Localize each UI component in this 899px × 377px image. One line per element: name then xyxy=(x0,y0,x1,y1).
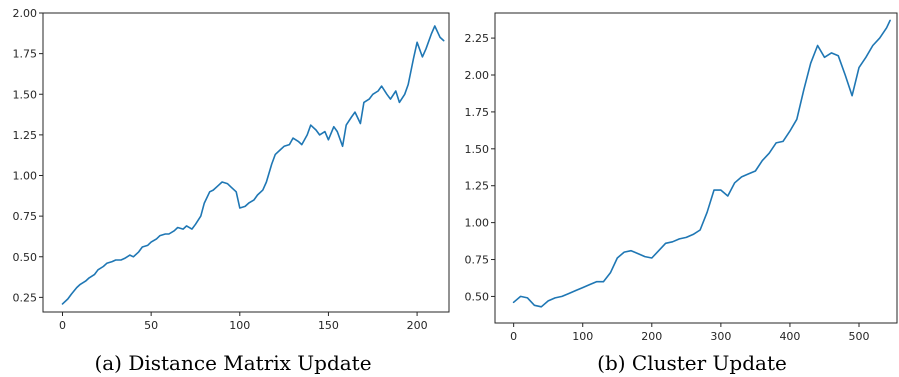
panel-cluster-update: 0 100 200 300 400 500 0.50 0.75 1.00 1.25 1.50 1.75… xyxy=(465,12,898,343)
distance-matrix-axes-frame xyxy=(42,12,450,313)
cluster-x-tick-label: 400 xyxy=(779,330,800,343)
distance-matrix-y-tick-label: 1.25 xyxy=(13,129,38,142)
distance-matrix-y-tick-label: 1.00 xyxy=(13,170,38,183)
distance-matrix-y-tick-label: 0.75 xyxy=(13,210,38,223)
cluster-series-line xyxy=(512,19,891,308)
panel-distance-matrix-update: 0 50 100 150 200 0.25 0.50 0.75 1.00 1.25 1.50 1.75… xyxy=(13,7,450,332)
cluster-y-tick-label: 2.25 xyxy=(465,32,490,45)
caption-cluster-update: (b) Cluster Update xyxy=(597,351,787,375)
cluster-y-tick-label: 0.50 xyxy=(465,290,490,303)
distance-matrix-x-tick-label: 100 xyxy=(229,319,250,332)
cluster-x-tick-label: 100 xyxy=(572,330,593,343)
cluster-y-tick-label: 0.75 xyxy=(465,254,490,267)
cluster-y-tick-label: 1.75 xyxy=(465,106,490,119)
distance-matrix-y-tick-label: 0.25 xyxy=(13,291,38,304)
caption-distance-matrix-update: (a) Distance Matrix Update xyxy=(94,351,371,375)
distance-matrix-x-tick-label: 0 xyxy=(59,319,66,332)
cluster-y-tick-label: 1.00 xyxy=(465,217,490,230)
distance-matrix-x-tick-label: 200 xyxy=(407,319,428,332)
distance-matrix-x-tick-label: 150 xyxy=(318,319,339,332)
cluster-x-tick-label: 200 xyxy=(641,330,662,343)
cluster-x-tick-label: 500 xyxy=(849,330,870,343)
cluster-y-tick-label: 1.50 xyxy=(465,143,490,156)
cluster-y-tick-label: 1.25 xyxy=(465,180,490,193)
cluster-x-tick-label: 300 xyxy=(710,330,731,343)
cluster-x-tick-label: 0 xyxy=(510,330,517,343)
cluster-y-tick-label: 2.00 xyxy=(465,69,490,82)
distance-matrix-y-tick-label: 0.50 xyxy=(13,251,38,264)
distance-matrix-series-line xyxy=(61,25,445,305)
distance-matrix-x-tick-label: 50 xyxy=(144,319,158,332)
distance-matrix-y-tick-label: 1.75 xyxy=(13,48,38,61)
distance-matrix-y-tick-label: 2.00 xyxy=(13,7,38,20)
cluster-axes-frame xyxy=(494,12,898,324)
distance-matrix-y-tick-label: 1.50 xyxy=(13,88,38,101)
